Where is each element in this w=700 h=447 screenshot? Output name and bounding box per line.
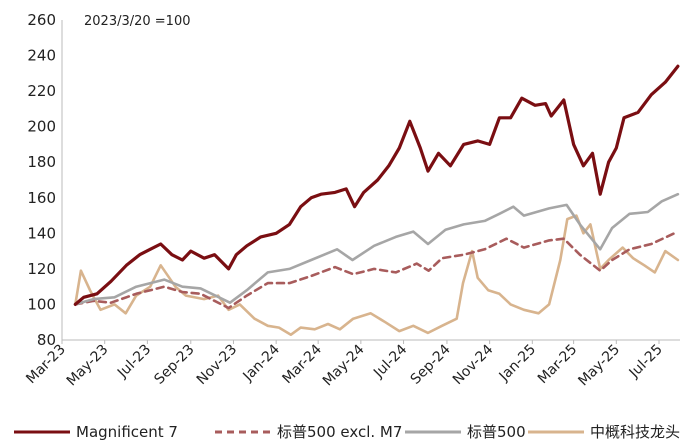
chart-annotation: 2023/3/20 =100 bbox=[84, 14, 191, 29]
legend-label-0: Magnificent 7 bbox=[76, 423, 178, 441]
series-line-2 bbox=[74, 192, 680, 306]
legend-label-3: 中概科技龙头 bbox=[590, 423, 680, 441]
x-tick-label: Jan-24 bbox=[240, 341, 284, 385]
x-tick-label: Nov-23 bbox=[194, 342, 241, 389]
x-tick-label: Jan-25 bbox=[496, 342, 539, 385]
x-tick-label: May-25 bbox=[575, 342, 623, 390]
x-tick-label: May-23 bbox=[64, 342, 112, 390]
x-tick-label: Sep-23 bbox=[151, 342, 197, 388]
y-tick-label: 240 bbox=[27, 47, 56, 65]
x-tick-label: Mar-25 bbox=[535, 342, 581, 388]
y-tick-label: 200 bbox=[27, 118, 56, 136]
legend: Magnificent 7 标普500 excl. M7 标普500 中概科技龙头 bbox=[14, 423, 680, 441]
series-line-0 bbox=[73, 64, 680, 306]
y-tick-label: 220 bbox=[27, 82, 56, 100]
legend-label-2: 标普500 bbox=[467, 423, 526, 441]
y-tick-label: 180 bbox=[27, 153, 56, 171]
x-tick-label: May-24 bbox=[320, 341, 368, 389]
series-layer bbox=[73, 64, 680, 336]
y-tick-label: 80 bbox=[37, 331, 56, 349]
x-tick-label: Mar-24 bbox=[279, 341, 325, 387]
legend-label-1: 标普500 excl. M7 bbox=[277, 423, 402, 441]
x-tick-label: Sep-24 bbox=[408, 341, 454, 387]
y-axis-ticks: 80 100 120 140 160 180 200 220 240 260 bbox=[27, 11, 56, 349]
y-tick-label: 160 bbox=[27, 189, 56, 207]
y-tick-label: 120 bbox=[27, 260, 56, 278]
y-tick-label: 100 bbox=[27, 295, 56, 313]
y-tick-label: 260 bbox=[27, 11, 56, 29]
x-tick-label: Jul-24 bbox=[370, 341, 410, 381]
x-tick-label: Jul-23 bbox=[114, 342, 154, 382]
series-line-1 bbox=[74, 230, 680, 310]
x-tick-label: Nov-24 bbox=[450, 341, 497, 388]
y-tick-label: 140 bbox=[27, 224, 56, 242]
x-tick-label: Jul-25 bbox=[626, 342, 666, 382]
